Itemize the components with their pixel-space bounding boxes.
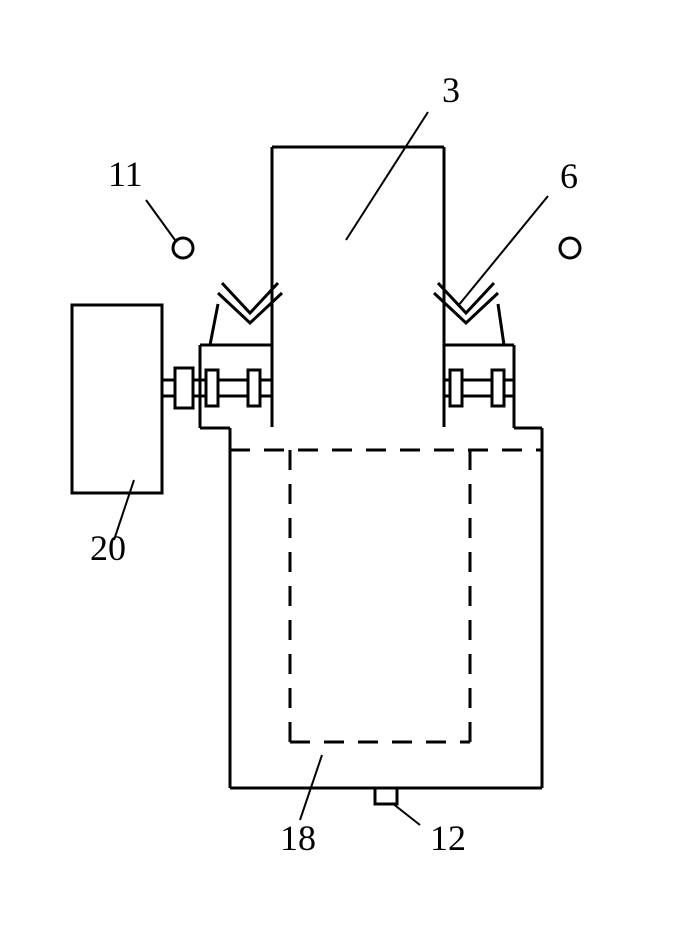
label-l6: 6 [560, 156, 578, 196]
label-l18: 18 [280, 818, 316, 858]
label-l11: 11 [108, 154, 143, 194]
label-l12: 12 [430, 818, 466, 858]
label-l20: 20 [90, 528, 126, 568]
label-l3: 3 [442, 70, 460, 110]
